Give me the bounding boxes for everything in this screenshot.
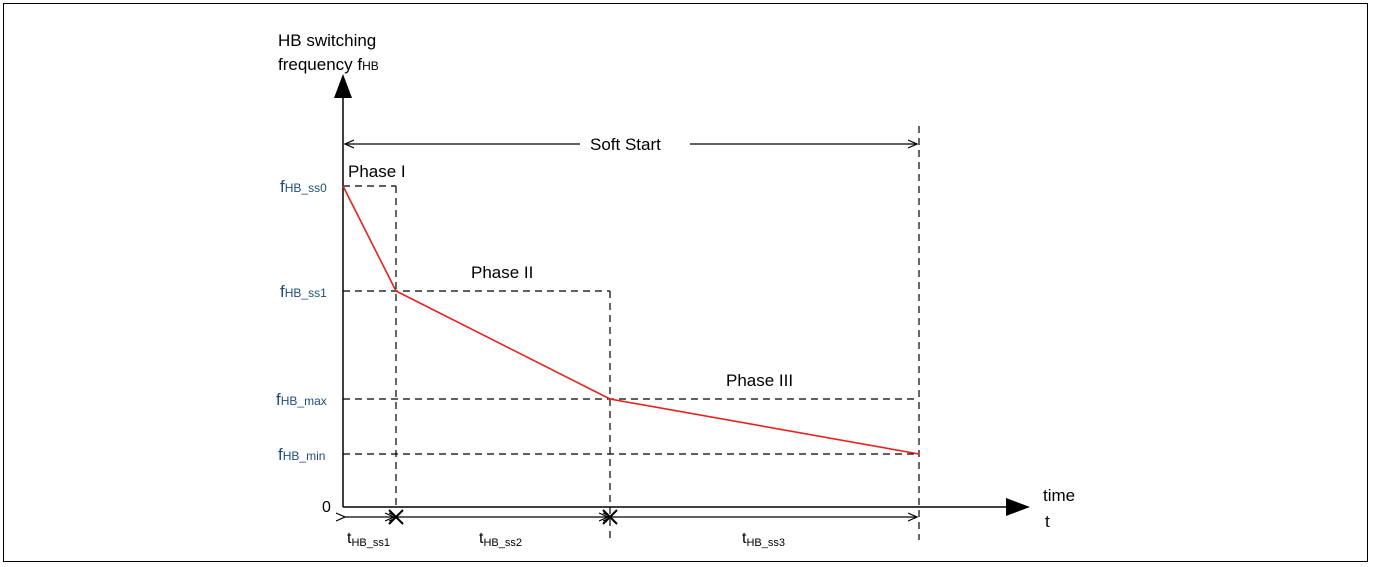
freq-label-max: fHB_max bbox=[276, 390, 327, 409]
phase-boundary-markers bbox=[388, 509, 618, 525]
x-axis-arrow bbox=[1006, 498, 1030, 516]
y-axis-arrow bbox=[334, 74, 352, 98]
x-marker-1 bbox=[388, 509, 404, 525]
x-marker-2 bbox=[602, 509, 618, 525]
x-axis-label-line1: time bbox=[1043, 486, 1075, 505]
phase-3-label: Phase III bbox=[726, 371, 793, 390]
soft-start-label: Soft Start bbox=[590, 135, 661, 154]
freq-label-ss1: fHB_ss1 bbox=[280, 282, 327, 301]
duration-label-1: tHB_ss1 bbox=[347, 530, 390, 549]
dashed-guides bbox=[343, 126, 920, 540]
axes bbox=[334, 74, 1030, 516]
diagram-frame bbox=[3, 3, 1368, 562]
freq-label-min: fHB_min bbox=[278, 445, 325, 464]
duration-label-3: tHB_ss3 bbox=[742, 530, 785, 549]
phase-2-label: Phase II bbox=[471, 263, 533, 282]
frequency-curve bbox=[342, 185, 920, 455]
phase-1-label: Phase I bbox=[348, 162, 406, 181]
y-axis-title-line1: HB switching bbox=[278, 31, 376, 50]
freq-label-ss0: fHB_ss0 bbox=[280, 177, 327, 196]
x-axis-label-line2: t bbox=[1045, 512, 1050, 531]
y-axis-title-line2: frequency fHB bbox=[278, 55, 379, 74]
origin-label: 0 bbox=[322, 499, 331, 516]
duration-label-2: tHB_ss2 bbox=[479, 530, 522, 549]
